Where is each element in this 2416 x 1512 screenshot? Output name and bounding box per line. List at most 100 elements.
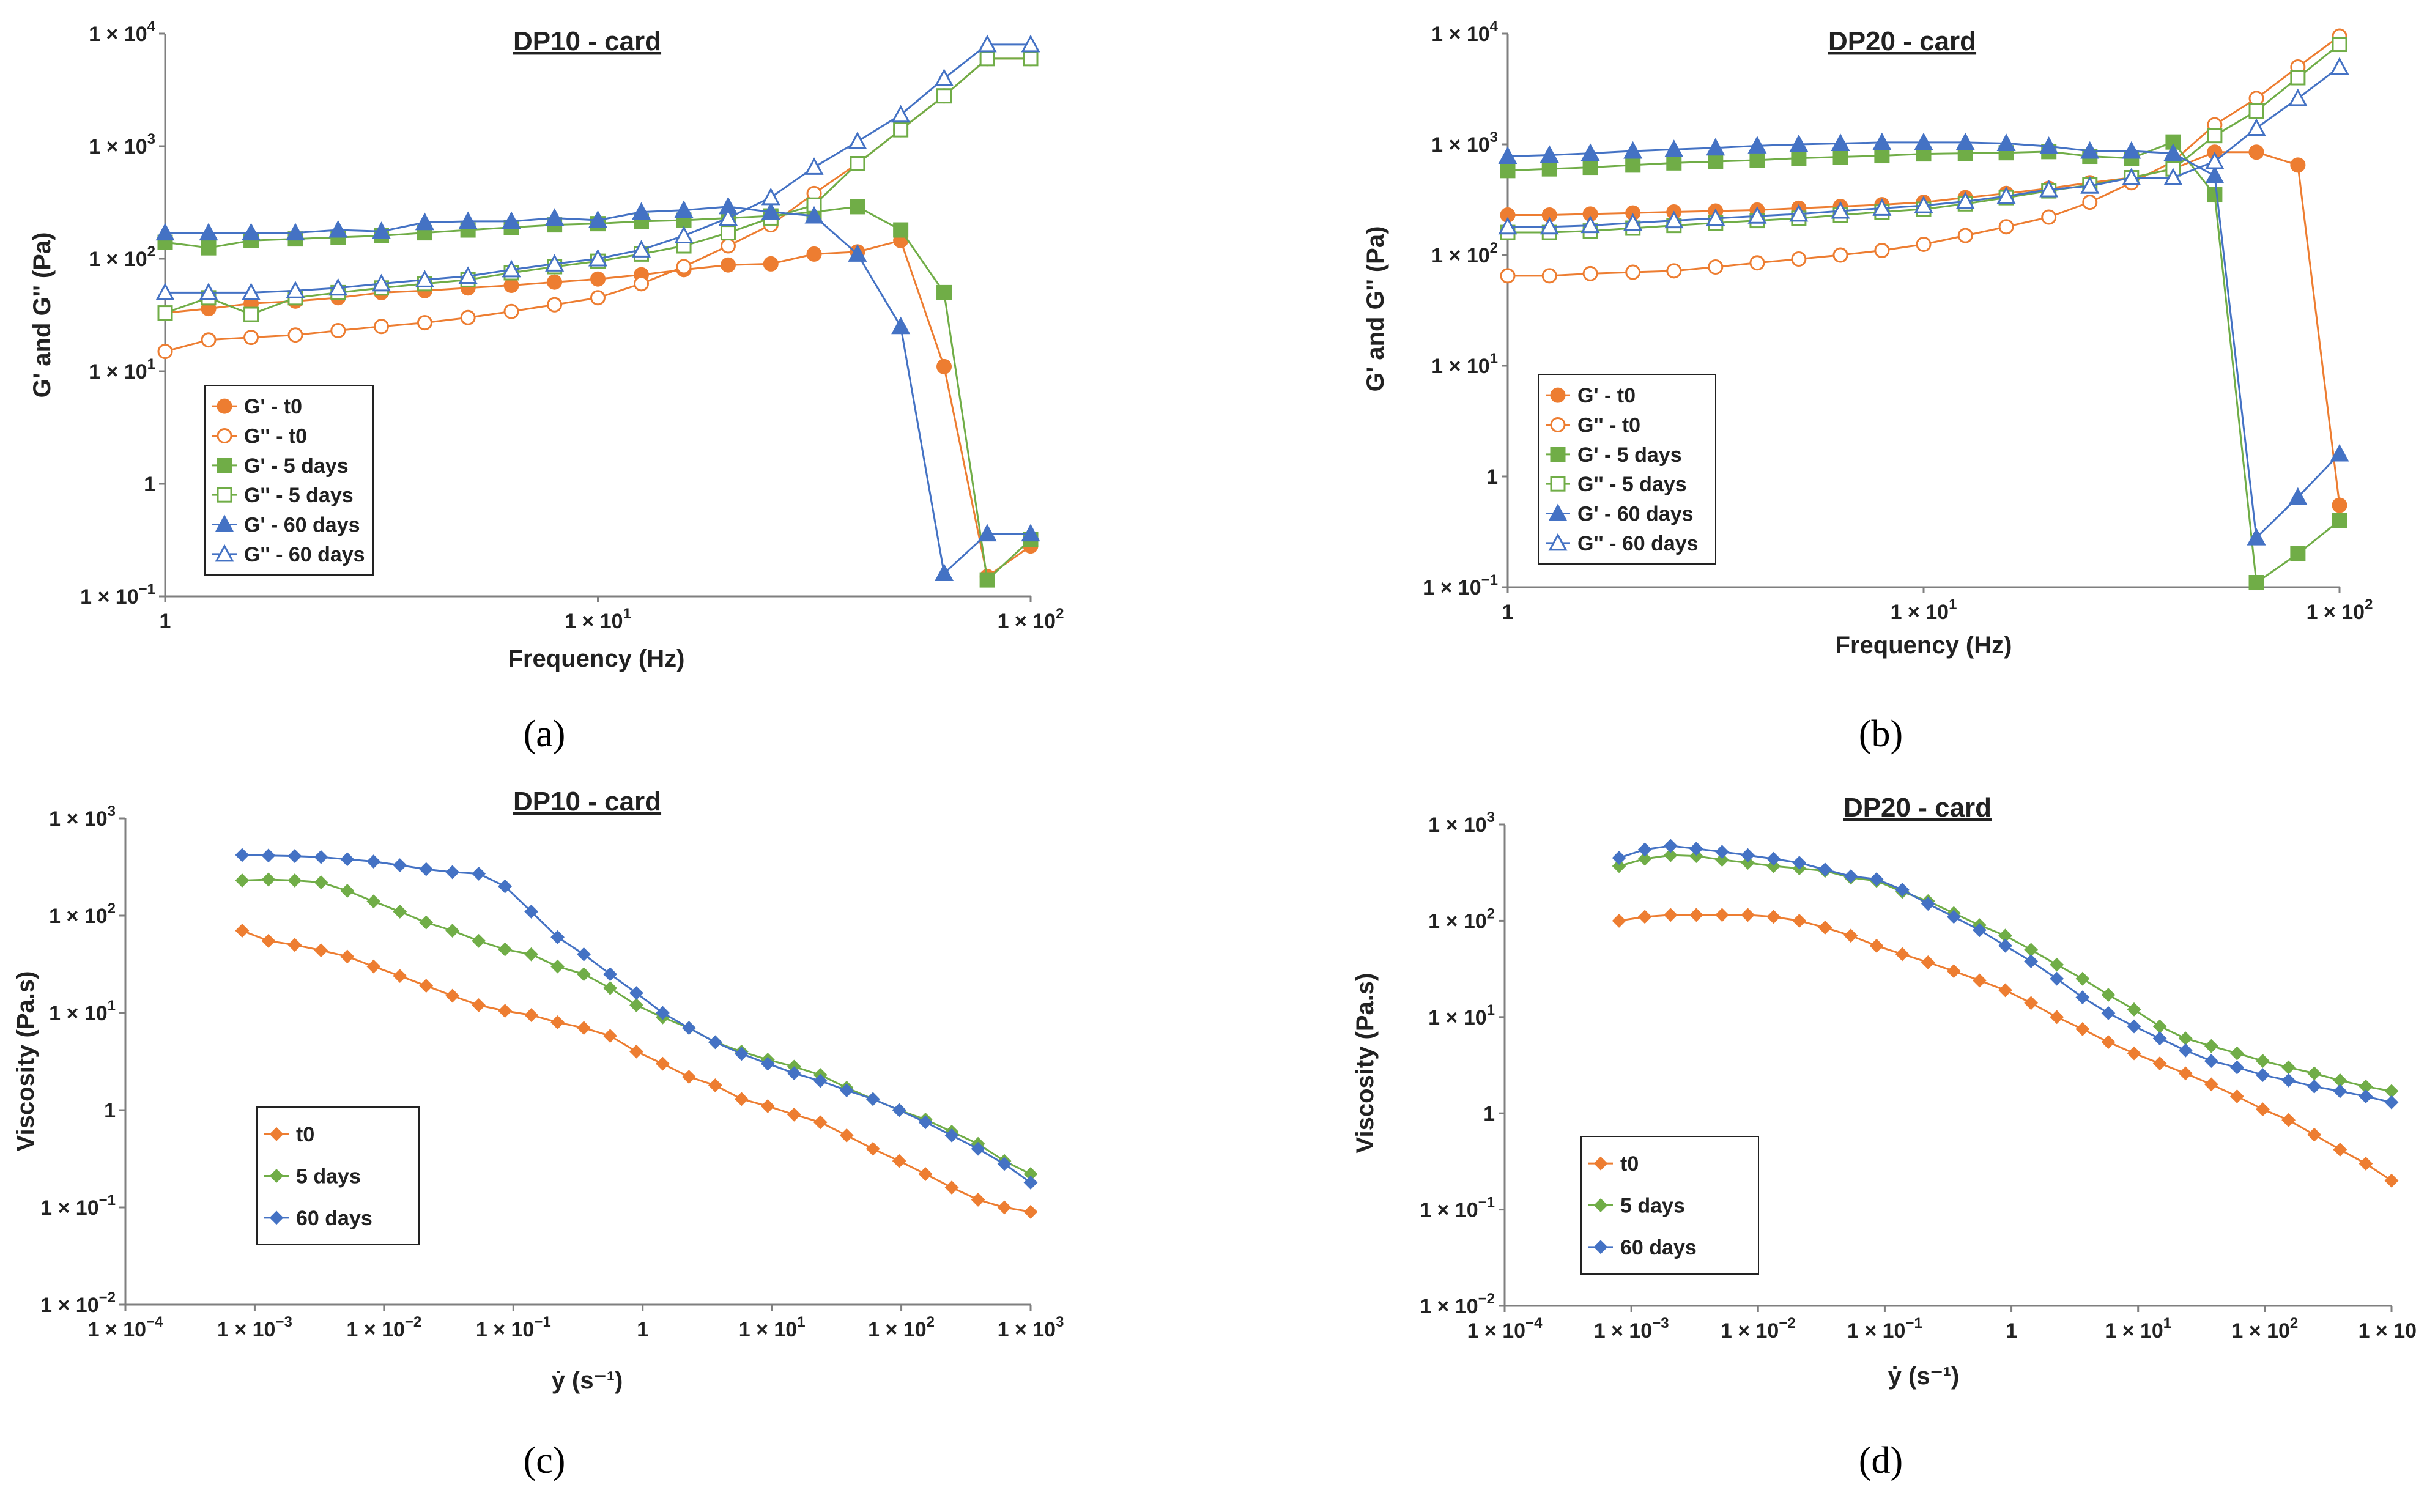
data-point (1766, 859, 1781, 873)
data-point (393, 905, 407, 919)
x-axis-label: ẏ (s⁻¹) (1888, 1363, 1960, 1390)
data-point (1708, 154, 1724, 169)
data-point (2247, 527, 2266, 546)
data-point (2332, 37, 2347, 53)
data-point (1582, 265, 1598, 281)
data-point (1921, 897, 1935, 911)
data-point (997, 1157, 1012, 1171)
data-point (1612, 913, 1626, 928)
y-axis-label: G' and G'' (Pa) (29, 232, 56, 398)
data-point (2152, 1031, 2167, 1046)
y-tick-label: 1 × 104 (1431, 18, 1498, 46)
data-point (1791, 251, 1807, 267)
x-tick-label: 1 (2006, 1319, 2017, 1343)
data-point (2024, 996, 2039, 1010)
legend-marker (217, 428, 232, 443)
data-point (199, 283, 218, 300)
data-point (2384, 1173, 2399, 1188)
legend-marker (217, 398, 232, 414)
panel-caption: (d) (1859, 1440, 1903, 1481)
data-point (629, 1044, 643, 1059)
y-tick-label: 1 × 10−1 (80, 581, 155, 609)
data-point (524, 947, 539, 962)
data-point (2359, 1089, 2373, 1103)
data-point (287, 849, 302, 863)
data-point (865, 1141, 880, 1156)
data-point (577, 947, 591, 962)
data-point (634, 276, 650, 292)
data-point (1741, 856, 1755, 870)
data-point (1946, 964, 1961, 979)
data-point (1791, 150, 1807, 166)
x-tick-label: 1 × 10−2 (1721, 1315, 1796, 1343)
data-point (1996, 186, 2016, 204)
data-point (524, 1008, 539, 1022)
data-point (2024, 954, 2039, 968)
data-point (2178, 1031, 2193, 1046)
data-point (1998, 983, 2012, 998)
data-point (2229, 1060, 2244, 1075)
data-point (2024, 943, 2039, 957)
x-tick-label: 1 × 101 (739, 1314, 806, 1341)
data-point (1872, 198, 1892, 216)
data-point (1957, 228, 1973, 243)
x-tick-label: 1 × 10−1 (1847, 1315, 1922, 1343)
data-point (502, 211, 521, 229)
data-point (201, 332, 217, 348)
data-point (1843, 869, 1858, 884)
x-tick-label: 1 × 102 (2231, 1315, 2298, 1343)
data-point (1818, 921, 1832, 935)
data-point (763, 256, 779, 272)
data-point (2122, 141, 2141, 159)
legend-marker (269, 1210, 284, 1225)
series-g-t0 (157, 51, 1039, 360)
data-point (1749, 152, 1765, 168)
data-point (631, 202, 651, 220)
legend-marker (1550, 417, 1566, 432)
data-point (503, 303, 519, 319)
x-tick-label: 1 (637, 1318, 648, 1341)
legend-entry: G'' - 60 days (244, 543, 365, 566)
data-point (1637, 910, 1652, 924)
data-point (2039, 179, 2059, 198)
data-point (1541, 268, 1557, 284)
data-point (2229, 1046, 2244, 1061)
data-point (1998, 219, 2014, 235)
data-point (1749, 255, 1765, 271)
data-point (235, 873, 250, 888)
data-point (2152, 1019, 2167, 1034)
legend-marker (215, 514, 234, 532)
legend-entry: G' - 5 days (1577, 443, 1682, 467)
data-point (472, 998, 486, 1012)
data-point (720, 238, 736, 254)
data-point (419, 862, 434, 876)
data-point (393, 969, 407, 983)
data-point (2333, 1143, 2347, 1157)
chart-b: DP20 - card Frequency (Hz) G' and G'' (Pa)… (1362, 26, 2349, 755)
data-point (1540, 145, 1559, 163)
y-tick-label: 1 (1483, 1102, 1495, 1125)
x-tick-label: 1 × 10−3 (217, 1314, 292, 1341)
data-point (199, 223, 218, 241)
chart-title: DP10 - card (513, 787, 661, 817)
data-point (839, 1128, 854, 1143)
data-point (545, 254, 565, 272)
data-point (2039, 136, 2059, 154)
data-point (2101, 1006, 2116, 1020)
data-point (588, 210, 608, 228)
data-point (891, 105, 911, 123)
y-axis-label: Viscosity (Pa.s) (1352, 973, 1379, 1154)
data-point (1789, 134, 1809, 152)
data-point (603, 967, 617, 982)
data-point (1998, 938, 2012, 953)
data-point (550, 930, 565, 944)
data-point (547, 297, 563, 313)
data-point (1500, 163, 1516, 179)
data-point (502, 259, 521, 278)
y-axis-label: G' and G'' (Pa) (1362, 226, 1389, 392)
legend-entry: t0 (1620, 1152, 1639, 1176)
chart-title: DP20 - card (1843, 793, 1992, 823)
data-point (2204, 1039, 2218, 1053)
data-point (2178, 1043, 2193, 1058)
